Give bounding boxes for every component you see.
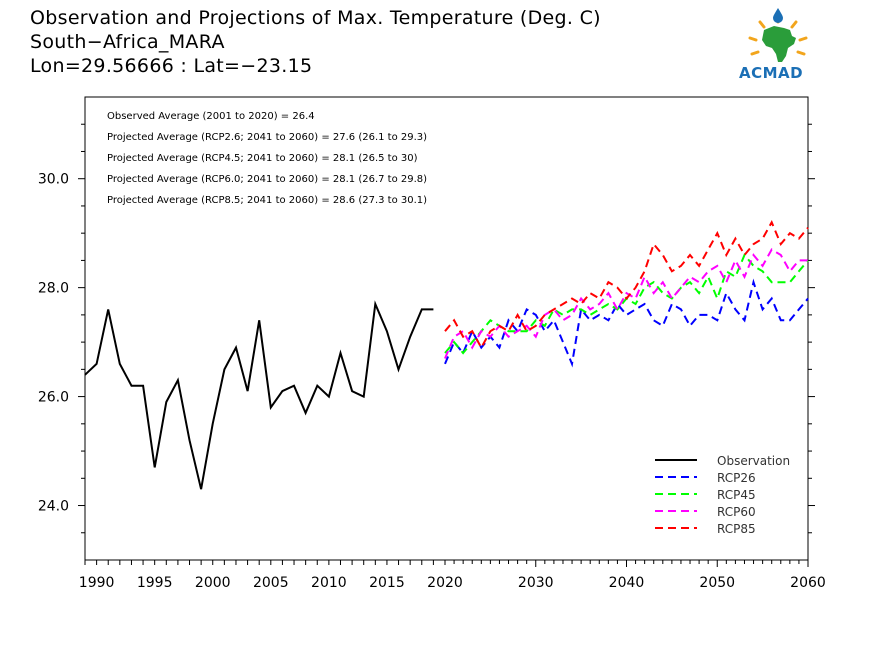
y-axis: 24.0 26.0 28.0 30.0 <box>38 123 815 534</box>
series-line-rcp60 <box>444 248 808 359</box>
x-tick-label: 2050 <box>699 575 735 591</box>
x-tick-label: 2005 <box>253 575 289 591</box>
x-tick-label: 2040 <box>609 575 645 591</box>
x-tick-label: 1990 <box>79 575 115 591</box>
chart-subtitle-region: South−Africa_MARA <box>30 31 225 53</box>
series-line-observation <box>84 300 434 490</box>
x-tick-label: 2030 <box>518 575 554 591</box>
chart-subtitle-coordinates: Lon=29.56666 : Lat=−23.15 <box>30 55 313 77</box>
x-tick-label: 2010 <box>311 575 347 591</box>
annotation-line: Projected Average (RCP4.5; 2041 to 2060)… <box>107 153 418 164</box>
legend-label: RCP85 <box>717 522 756 536</box>
plot-frame <box>84 96 809 561</box>
legend-label: Observation <box>717 454 790 468</box>
annotation-line: Projected Average (RCP8.5; 2041 to 2060)… <box>107 195 427 206</box>
x-axis: 1990 1995 2000 2005 2010 2015 2020 2030 2040 2050… <box>79 560 826 591</box>
x-tick-label: 1995 <box>137 575 173 591</box>
annotation-line: Observed Average (2001 to 2020) = 26.4 <box>107 111 315 122</box>
series-lines <box>84 220 809 490</box>
y-tick-label: 24.0 <box>38 499 69 515</box>
y-tick-label: 26.0 <box>38 390 69 406</box>
series-line-rcp85 <box>444 220 809 350</box>
annotation-line: Projected Average (RCP6.0; 2041 to 2060)… <box>107 174 427 185</box>
x-tick-label: 2020 <box>427 575 463 591</box>
x-tick-label: 2000 <box>195 575 231 591</box>
y-tick-label: 28.0 <box>38 281 69 297</box>
legend-label: RCP60 <box>717 505 756 519</box>
legend-label: RCP45 <box>717 488 756 502</box>
annotation-line: Projected Average (RCP2.6; 2041 to 2060)… <box>107 132 427 143</box>
series-line-rcp45 <box>444 253 809 355</box>
x-tick-label: 2015 <box>369 575 405 591</box>
x-tick-label: 2060 <box>790 575 826 591</box>
chart-title: Observation and Projections of Max. Temp… <box>30 7 601 29</box>
legend-label: RCP26 <box>717 471 756 485</box>
series-line-rcp26 <box>444 278 809 368</box>
annotation-block: Observed Average (2001 to 2020) = 26.4 Pr… <box>107 111 427 206</box>
water-drop-icon <box>773 8 783 23</box>
y-tick-label: 30.0 <box>38 172 69 188</box>
africa-map-logo-icon <box>748 8 808 62</box>
chart-title-block: Observation and Projections of Max. Temp… <box>30 6 601 78</box>
sun-rays-icon <box>748 14 808 56</box>
logo-text: ACMAD <box>739 64 804 82</box>
legend: Observation RCP26 RCP45 RCP60 RCP85 <box>655 454 790 536</box>
africa-shape-icon <box>762 26 796 62</box>
